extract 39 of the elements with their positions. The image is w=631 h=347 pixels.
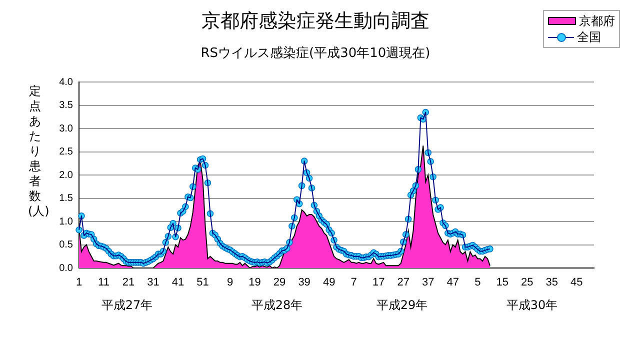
y-tick-label: 2.0 (59, 170, 74, 181)
y-tick-label: 1.5 (59, 193, 74, 204)
x-tick-label: 47 (446, 276, 459, 289)
x-tick-label: 15 (496, 276, 509, 289)
x-tick-label: 19 (248, 276, 261, 289)
x-tick-label: 49 (322, 276, 336, 289)
x-tick-label: 31 (147, 276, 160, 289)
text: 平成29年 (376, 297, 428, 314)
x-tick-label: 7 (350, 276, 357, 289)
text: 定点あたり患者数(人) (28, 84, 50, 218)
x-tick-label: 1 (76, 276, 82, 289)
x-tick-label: 39 (298, 276, 310, 289)
x-tick-label: 45 (570, 276, 583, 289)
y-tick-label: 4.0 (59, 76, 74, 88)
x-tick-label: 41 (172, 276, 184, 289)
x-tick-label: 27 (397, 276, 410, 289)
chart-title: 京都府感染症発生動向調査 (202, 10, 430, 32)
x-tick-label: 5 (474, 276, 481, 289)
legend-label: 全国 (577, 28, 601, 46)
y-tick-label: 0.5 (59, 240, 74, 250)
x-tick-label: 9 (226, 276, 234, 289)
y-tick-label: 0.0 (59, 262, 74, 274)
text: 平成28年 (251, 297, 303, 314)
x-tick-label: 21 (122, 276, 135, 289)
y-tick-label: 2.5 (59, 146, 74, 158)
x-tick-label: 17 (372, 276, 385, 289)
chart-subtitle: RSウイルス感染症(平成30年10週現在) (200, 45, 432, 62)
y-tick-label: 3.5 (59, 100, 74, 111)
x-tick-label: 29 (273, 276, 286, 289)
x-tick-label: 37 (422, 276, 434, 289)
x-tick-label: 51 (196, 276, 209, 289)
x-tick-label: 11 (98, 276, 110, 289)
text: 平成30年 (506, 297, 558, 314)
x-tick-label: 25 (521, 276, 534, 289)
x-tick-label: 35 (546, 276, 558, 289)
y-tick-label: 1.0 (59, 216, 74, 228)
y-tick-label: 3.0 (59, 123, 74, 134)
legend-label: 京都府 (579, 12, 615, 30)
text: 平成27年 (101, 297, 153, 314)
